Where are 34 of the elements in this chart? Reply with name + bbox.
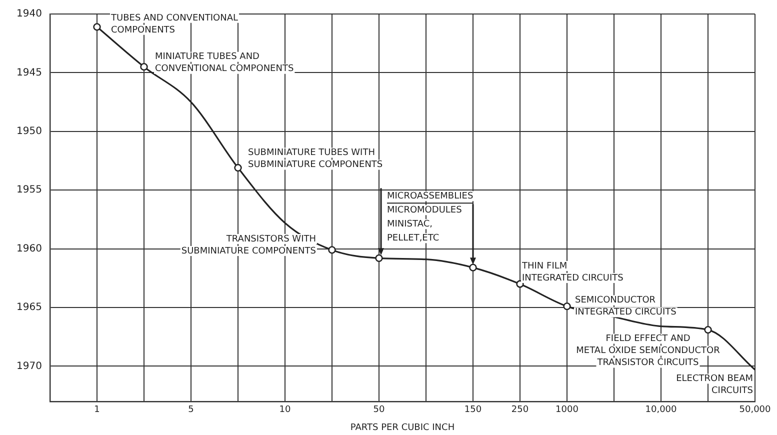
x-tick-label: 50 xyxy=(373,405,385,416)
point xyxy=(469,264,477,272)
annotation: THIN FILM INTEGRATED CIRCUITS xyxy=(521,261,624,284)
annotation: TRANSISTORS WITH SUBMINIATURE COMPONENTS xyxy=(181,234,316,256)
x-tick-label: 10,000 xyxy=(645,405,678,416)
y-tick-label: 1955 xyxy=(16,184,42,196)
annotation: ELECTRON BEAM CIRCUITS xyxy=(676,374,754,396)
x-tick-label: 5 xyxy=(188,405,194,416)
annotation: MINIATURE TUBES AND CONVENTIONAL COMPONENTS xyxy=(155,52,294,74)
point xyxy=(93,23,101,31)
annotation: SEMICONDUCTOR INTEGRATED CIRCUITS xyxy=(575,296,677,318)
annotation: TUBES AND CONVENTIONAL COMPONENTS xyxy=(110,13,238,36)
y-tick-label: 1965 xyxy=(16,302,42,314)
y-tick-label: 1970 xyxy=(16,360,42,372)
point xyxy=(140,62,148,71)
x-tick-label: 10 xyxy=(279,405,291,416)
point xyxy=(375,254,383,262)
annotation: SUBMINIATURE TUBES WITH SUBMINIATURE COMPONENTS xyxy=(248,148,383,170)
annotation: FIELD EFFECT AND METAL OXIDE SEMICONDUCTOR TRANSISTOR CIRCUITS xyxy=(576,334,720,368)
x-tick-label: 150 xyxy=(464,405,482,416)
x-tick-label: 250 xyxy=(511,405,529,416)
y-tick-label: 1945 xyxy=(16,67,42,78)
y-tick-label: 1960 xyxy=(16,243,42,254)
y-tick-label: 1950 xyxy=(16,126,42,137)
y-tick-label: 1940 xyxy=(16,8,42,20)
annotation: MICROASSEMBLIES MICROMODULES MINISTAC, PELLET,ETC xyxy=(387,192,474,244)
x-tick-label: 1 xyxy=(94,405,100,416)
point xyxy=(328,246,336,254)
point xyxy=(704,326,712,334)
point xyxy=(563,302,571,310)
point xyxy=(234,164,242,172)
x-tick-label: 50,000 xyxy=(739,405,772,416)
x-tick-label: 1000 xyxy=(556,405,579,416)
x-axis-title: PARTS PER CUBIC INCH xyxy=(350,422,455,433)
